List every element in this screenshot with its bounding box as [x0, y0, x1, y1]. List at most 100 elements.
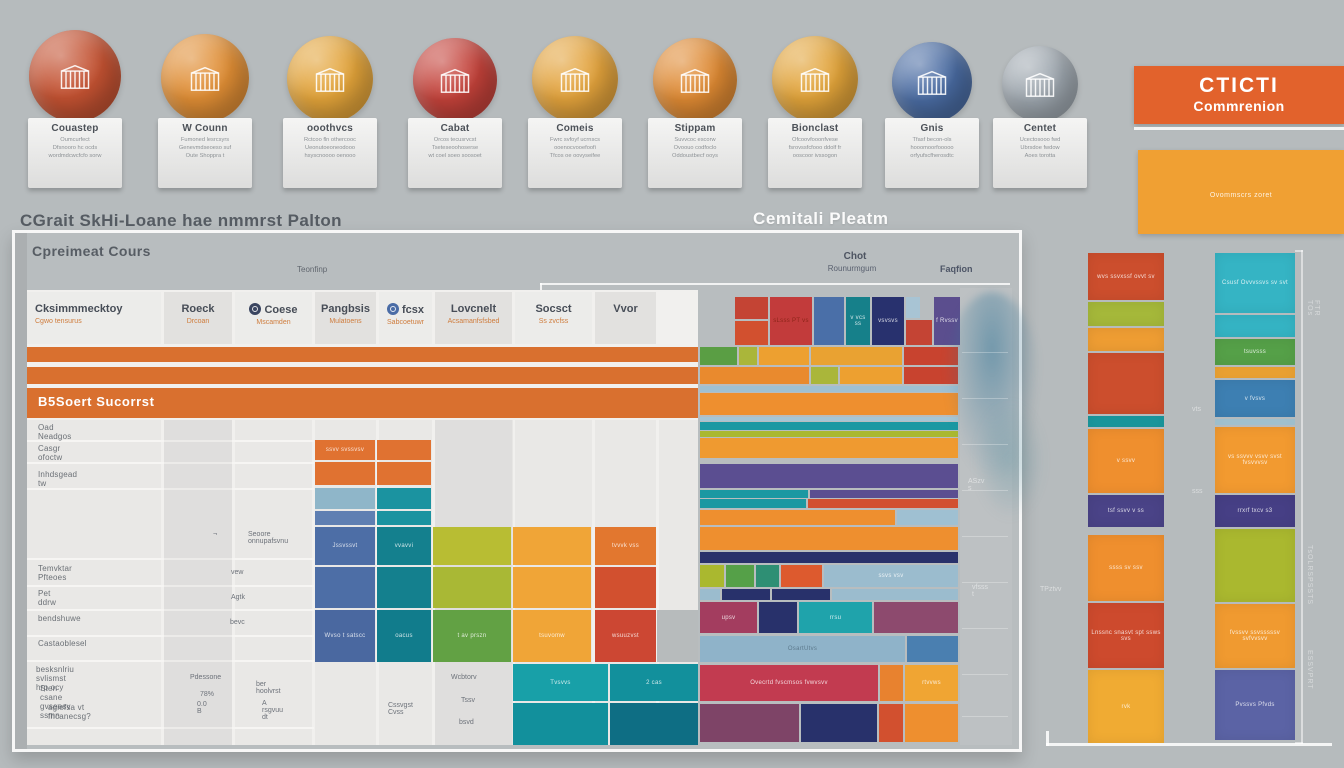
- treemap-block: [700, 422, 958, 430]
- treemap-block: upsv: [700, 602, 757, 633]
- table-cell-label: tvvvk vss: [611, 543, 640, 549]
- table-row-line: [27, 440, 314, 442]
- column-header-label: fcsx: [379, 303, 432, 316]
- stack-segment: tsf ssvv v ss: [1088, 495, 1164, 527]
- treemap-block: [904, 347, 958, 365]
- table-cell: [513, 567, 591, 608]
- gutter-tick: [962, 582, 1008, 583]
- bracket-cap-top: [1295, 250, 1303, 252]
- badge: Couastep Oumcurfect Dfsnooro hc ocds wordmd…: [27, 0, 123, 200]
- table-column-line: [656, 420, 659, 745]
- column-header-sublabel: Drcoan: [186, 318, 210, 325]
- stack-segment: v ssvv: [1088, 429, 1164, 493]
- treemap-block: [700, 417, 958, 421]
- badge: ooothvcs Rctcoo fln othercooc Ueonutoeoneo…: [282, 0, 378, 200]
- building-icon: [315, 67, 345, 92]
- treemap-label-sub: Rounurmgum: [827, 264, 877, 273]
- table-cell: [315, 511, 375, 525]
- badge-sphere: [413, 38, 497, 122]
- badge-card: Stippam Suvvcoc escorw Ovoouo codfoclo Oddo…: [648, 118, 742, 188]
- badge: Bionclast Ofcoovfooonfvese fsrovssfcfooo d…: [767, 0, 863, 200]
- building-icon: [60, 64, 90, 89]
- faint-label: ASzv s: [968, 478, 985, 492]
- panel-left-edge: [15, 233, 27, 749]
- table-header-cell: Lovcnelt Acsamanfsfsbed: [435, 292, 512, 344]
- treemap-block: [700, 438, 958, 458]
- gutter-tick: [962, 716, 1008, 717]
- stack-segment: [1215, 529, 1295, 602]
- stack-segment: rvk: [1088, 670, 1164, 743]
- note-text: 78%: [200, 691, 215, 698]
- table-cell: Jssvssvt: [315, 527, 375, 565]
- badge-line: Genevmdseoeso suf: [178, 145, 232, 151]
- badge: Centet Ucectosooo fwd Ubrsdoe fwdow Aoes to…: [992, 0, 1088, 200]
- treemap-block: [700, 393, 958, 415]
- badge-title: Couastep: [51, 123, 99, 134]
- column-header-icon: [386, 303, 399, 315]
- table-cell: oacus: [377, 610, 431, 662]
- badge: Stippam Suvvcoc escorw Ovoouo codfoclo Oddo…: [647, 0, 743, 200]
- treemap-block: [808, 499, 958, 508]
- table-band-2: [27, 367, 698, 384]
- side-box-text: Ovommscrs zoret: [1209, 192, 1273, 199]
- badge-line: Orcos tecusrvcst: [433, 137, 477, 143]
- table-header-cell: fcsx Sabcoetuwr: [379, 292, 432, 344]
- treemap-block: [781, 565, 822, 587]
- stack-segment: Csusf Ovvvssvs sv svt: [1215, 253, 1295, 313]
- table-section-band: [27, 388, 698, 418]
- treemap-block: [814, 297, 844, 345]
- table-cell: [657, 610, 698, 662]
- treemap-block: [700, 464, 958, 488]
- badge-title: Stippam: [674, 123, 716, 134]
- table-header-cell: Pangbsis Mulatoens: [315, 292, 376, 344]
- treemap-block: ssvs vsv: [824, 565, 958, 587]
- stack-segment-label: Csusf Ovvvssvs sv svt: [1222, 280, 1288, 286]
- badge-card: Couastep Oumcurfect Dfsnooro hc ocds wordmd…: [28, 118, 122, 188]
- chart-panel-title: Cemitali Pleatm: [753, 209, 889, 228]
- badge-line: Ubrsdoe fwdow: [1020, 145, 1060, 151]
- badge-title: ooothvcs: [306, 123, 354, 134]
- table-row-line: [27, 488, 314, 490]
- row-label: Inhdsgead tw: [38, 470, 78, 488]
- treemap-block: [700, 565, 724, 587]
- stack-segment: wvs ssvxssf ovvt sv: [1088, 253, 1164, 300]
- table-header-cell: Coese Mscamden: [235, 292, 312, 344]
- table-column-line: [312, 420, 315, 745]
- bracket-label: TsOLRSPSSTS: [1306, 545, 1313, 606]
- column-header-label: Cksimmmecktoy: [35, 303, 123, 315]
- table-cell: t av prszn: [433, 610, 511, 662]
- faint-label: vts: [1192, 406, 1201, 413]
- badge-sphere: [29, 30, 121, 122]
- treemap-block: [735, 321, 768, 345]
- table-cell: vvavvi: [377, 527, 431, 565]
- note-text: bsvd: [459, 719, 474, 726]
- table-cell: [377, 511, 431, 525]
- treemap-block: [840, 367, 902, 384]
- treemap-block: [880, 665, 903, 701]
- stack-segment: Lnssnc snasvt spt ssws svs: [1088, 603, 1164, 668]
- stack-segment: [1215, 315, 1295, 337]
- badge-title: Comeis: [556, 123, 594, 134]
- building-icon: [680, 68, 710, 93]
- scale-bracket: [1301, 250, 1303, 744]
- badge-line: Ucectosooo fwd: [1019, 137, 1061, 143]
- table-cell: [433, 567, 511, 608]
- stack-segment-label: tsf ssvv v ss: [1107, 508, 1145, 514]
- treemap-block: [700, 704, 799, 742]
- badge-line: Ueonutoeoneodooo: [304, 145, 356, 151]
- note-text: Pdessone: [190, 674, 222, 681]
- table-cell: Tvsvvs: [513, 664, 608, 701]
- badge-title: Cabat: [440, 123, 470, 134]
- badge-sphere: [653, 38, 737, 122]
- table-cell-label: Wvso t satscc: [324, 633, 366, 639]
- table-cell-label: vvavvi: [394, 543, 414, 549]
- gutter-tick: [962, 628, 1008, 629]
- table-cell: [377, 567, 431, 608]
- faint-label: TPztvv: [1040, 586, 1062, 593]
- treemap-block-label: f Rvssv: [936, 318, 958, 324]
- note-text: Seoore onnupafsvnu: [248, 531, 289, 545]
- building-icon: [190, 66, 220, 91]
- table-header-cell: Socsct Ss zvcfss: [515, 292, 592, 344]
- badge-card: Comeis Fwrc svfoyf ucrnscs ooenocvooefoofi…: [528, 118, 622, 188]
- treemap-block: [726, 565, 754, 587]
